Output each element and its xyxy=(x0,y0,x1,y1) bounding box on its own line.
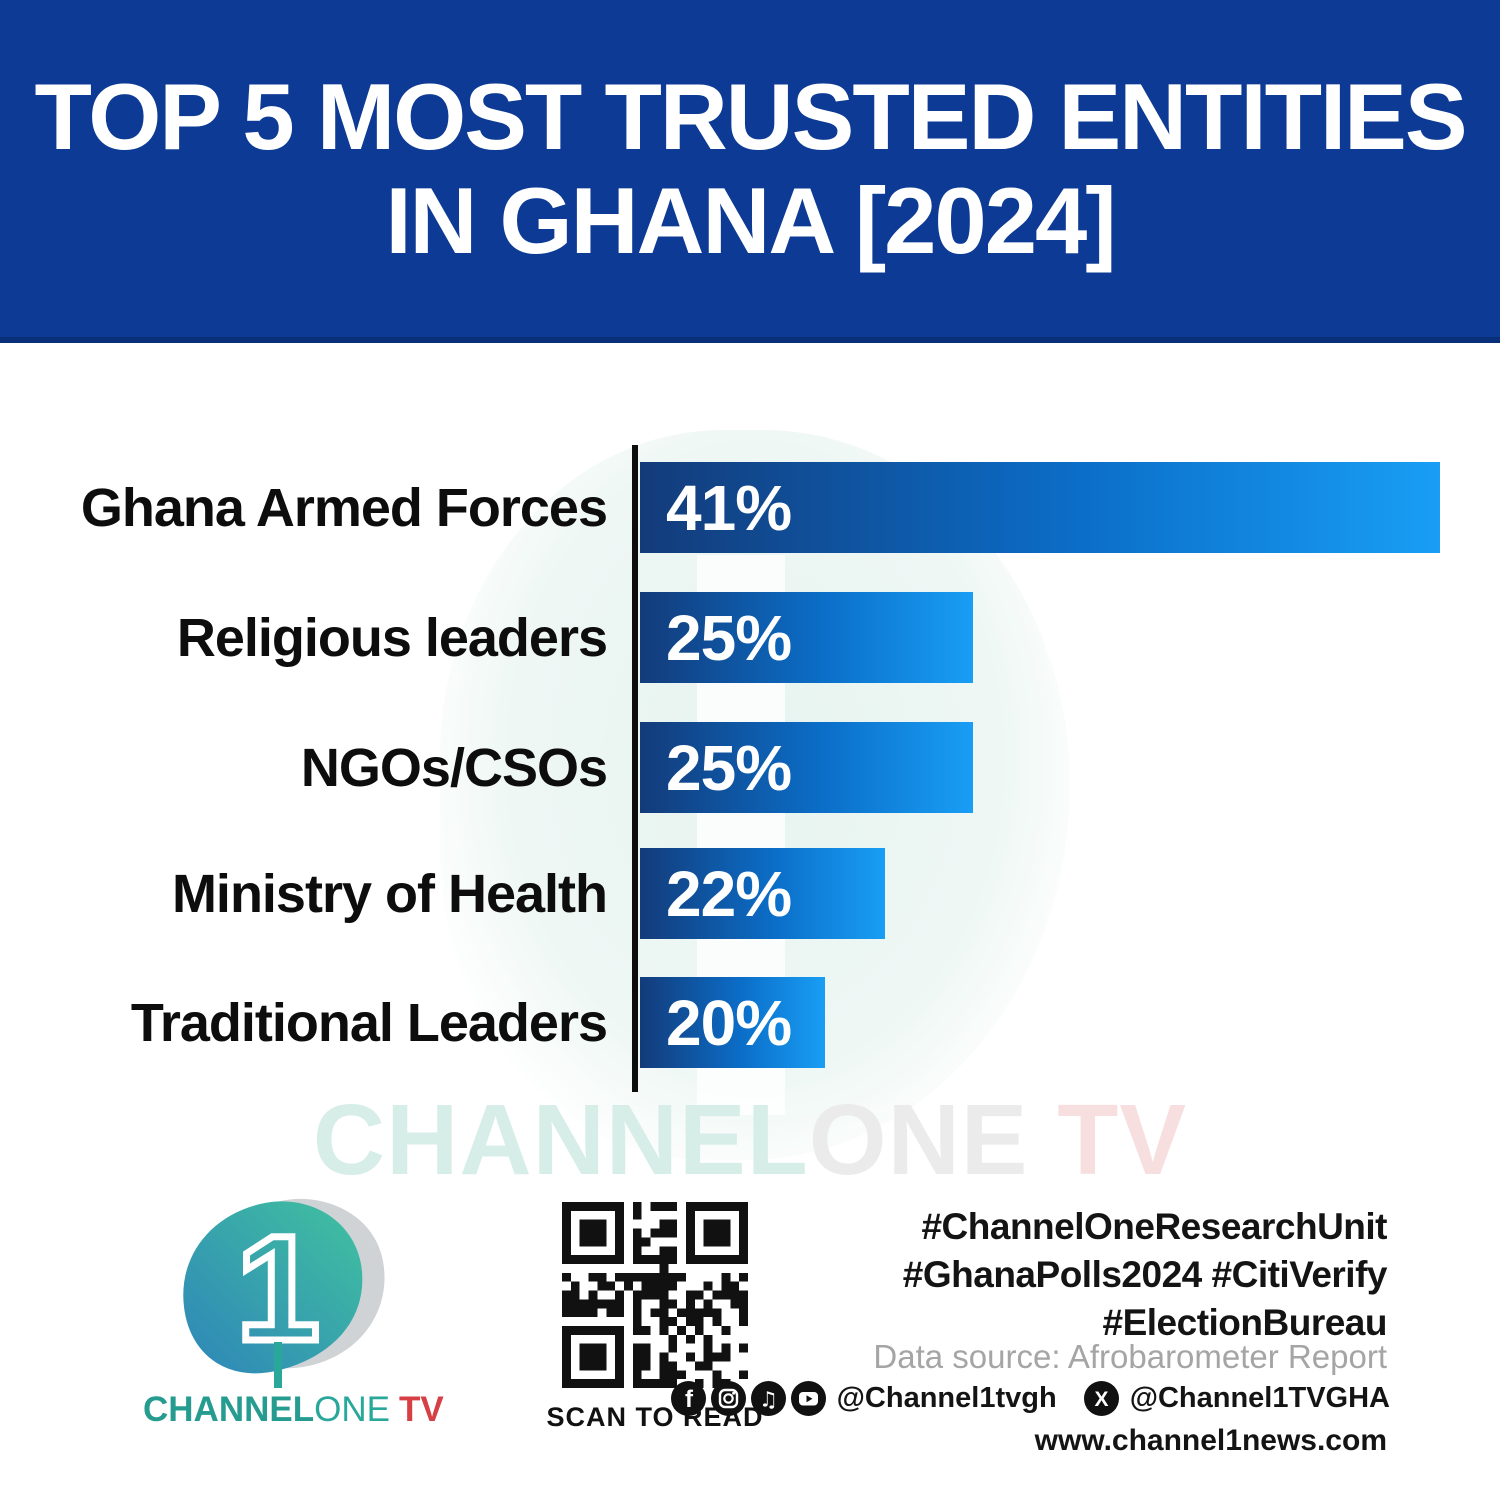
category-label-ngos-csos: NGOs/CSOs xyxy=(300,737,608,798)
instagram-icon xyxy=(710,1381,746,1416)
page-title-line1: TOP 5 MOST TRUSTED ENTITIES xyxy=(34,64,1467,170)
logo-wordmark: CHANNELONE TV xyxy=(143,1390,444,1430)
channel-one-tv-logo: 1 xyxy=(183,1198,385,1388)
bar-value-label: 20% xyxy=(666,986,792,1059)
tiktok-icon: ♫ xyxy=(750,1381,786,1416)
facebook-icon: f xyxy=(670,1381,706,1416)
svg-text:f: f xyxy=(685,1386,694,1413)
category-label-ministry-of-health: Ministry of Health xyxy=(171,863,608,924)
x-twitter-icon: X xyxy=(1083,1381,1119,1416)
logo-wordmark-one: ONE xyxy=(314,1390,390,1429)
social-media-row: f ♫ @Channel1tvgh X @Channel1TVGHA xyxy=(670,1381,1390,1416)
social-handle-x: @Channel1TVGHA xyxy=(1129,1382,1390,1414)
category-label-traditional-leaders: Traditional Leaders xyxy=(130,992,608,1053)
qr-code xyxy=(562,1202,748,1388)
page-title-line2: IN GHANA [2024] xyxy=(385,167,1116,273)
channel-one-watermark: CHANNELONE TV xyxy=(0,1083,1500,1198)
category-label-ghana-armed-forces: Ghana Armed Forces xyxy=(80,477,608,538)
youtube-icon xyxy=(790,1381,826,1416)
header-banner: TOP 5 MOST TRUSTED ENTITIES IN GHANA [20… xyxy=(0,0,1500,343)
logo-wordmark-channel: CHANNEL xyxy=(143,1390,315,1429)
bar-value-label: 25% xyxy=(666,731,792,804)
bar-value-label: 22% xyxy=(666,857,792,930)
social-handle-main: @Channel1tvgh xyxy=(836,1382,1057,1414)
bar-religious-leaders: 25% xyxy=(640,592,973,683)
watermark-tv: TV xyxy=(1028,1084,1188,1196)
category-label-religious-leaders: Religious leaders xyxy=(176,607,608,668)
svg-text:X: X xyxy=(1094,1388,1108,1411)
bar-value-label: 41% xyxy=(666,471,792,544)
hashtags-block: #ChannelOneResearchUnit #GhanaPolls2024 … xyxy=(902,1203,1388,1347)
website-url: www.channel1news.com xyxy=(1034,1424,1387,1457)
hashtag-line1: #ChannelOneResearchUnit xyxy=(921,1206,1387,1247)
bar-ngos-csos: 25% xyxy=(640,722,973,813)
logo-teal-pin xyxy=(183,1201,363,1374)
logo-wordmark-tv: TV xyxy=(398,1390,444,1429)
svg-text:♫: ♫ xyxy=(759,1388,778,1412)
chart-y-axis-line xyxy=(632,445,638,1092)
watermark-channel: CHANNEL xyxy=(312,1084,809,1196)
hashtag-line2: #GhanaPolls2024 #CitiVerify xyxy=(902,1254,1388,1295)
hashtag-line3: #ElectionBureau xyxy=(1102,1302,1388,1343)
bar-ministry-of-health: 22% xyxy=(640,848,885,939)
bar-ghana-armed-forces: 41% xyxy=(640,462,1440,553)
data-source-text: Data source: Afrobarometer Report xyxy=(873,1338,1387,1375)
watermark-one: ONE xyxy=(808,1084,1029,1196)
bar-value-label: 25% xyxy=(666,601,792,674)
bar-traditional-leaders: 20% xyxy=(640,977,825,1068)
